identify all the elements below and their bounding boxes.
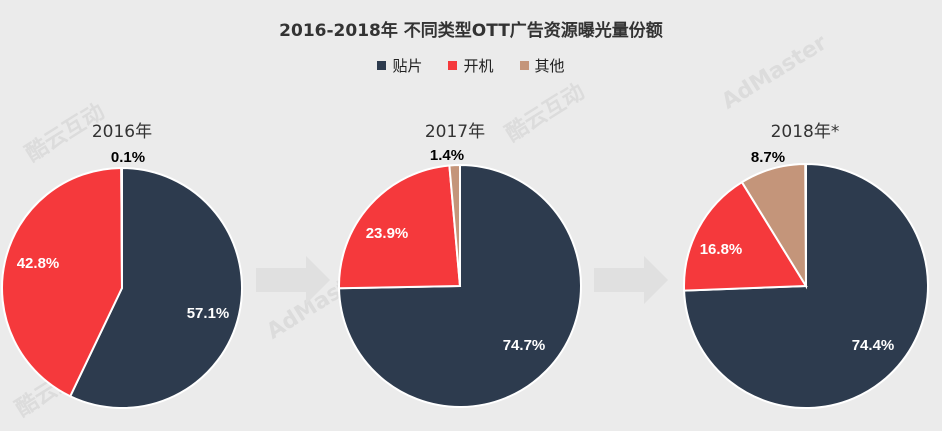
chart-title: 2016-2018年 不同类型OTT广告资源曝光量份额 [279,21,663,41]
legend-swatch-tiepian [377,61,387,70]
pie-slice [68,166,243,409]
legend-swatch-kaiji [448,61,458,70]
legend-item-qita: 其他 [519,55,565,76]
pie-slice [1,166,124,398]
pie-slice [338,164,462,290]
data-label: 74.4% [852,337,895,354]
data-label: 16.8% [700,241,743,258]
legend: 贴片 开机 其他 [0,55,942,76]
pie-title-2018: 2018年* [770,122,840,142]
pie-slice [120,166,123,289]
data-label: 8.7% [751,149,785,166]
pie-title-2016: 2016年 [91,122,153,142]
legend-swatch-qita [519,61,529,70]
data-label: 23.9% [366,225,409,242]
legend-item-kaiji: 开机 [448,55,494,76]
legend-label-tiepian: 贴片 [392,57,423,75]
pie-slice [683,180,808,292]
arrow-right-icon [594,256,668,304]
arrow-right-icon [256,256,330,304]
data-label: 1.4% [430,147,464,164]
pie-title-2017: 2017年 [424,122,486,142]
data-label: 0.1% [111,149,145,166]
legend-item-tiepian: 贴片 [377,55,422,76]
pie-slice [740,162,808,290]
pie-slice [337,163,582,408]
data-label: 42.8% [17,255,60,272]
legend-label-kaiji: 开机 [463,57,494,75]
data-label: 74.7% [503,337,546,354]
legend-label-qita: 其他 [534,57,565,75]
data-label: 57.1% [187,305,230,322]
pie-slice [448,163,461,287]
